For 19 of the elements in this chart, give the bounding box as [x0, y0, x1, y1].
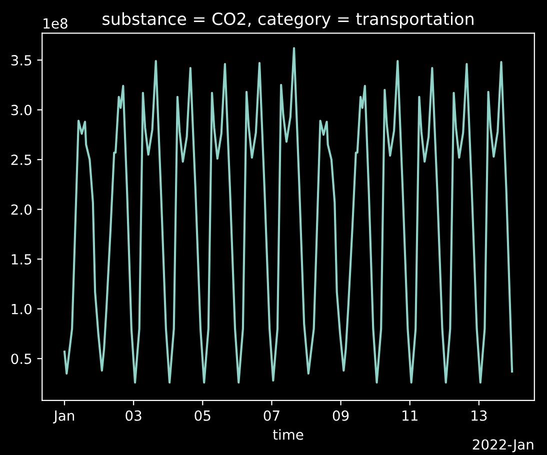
y-tick-label: 3.5	[11, 55, 32, 66]
y-tick-label: 2.5	[11, 154, 32, 166]
x-tick-label: 13	[472, 410, 487, 421]
y-tick-label: 3.0	[11, 104, 32, 116]
chart-title: substance = CO2, category = transportation	[102, 12, 474, 28]
x-tick-label: Jan	[53, 410, 74, 424]
x-axis-title: time	[272, 429, 304, 440]
x-tick-label: 05	[194, 410, 210, 421]
x-tick-label: 03	[126, 410, 142, 421]
x-tick-label: 07	[264, 410, 280, 421]
text: 2022-Jan	[472, 439, 534, 452]
y-tick-label: 0.5	[11, 354, 32, 364]
line-series	[63, 47, 514, 384]
x-tick-label: 09	[332, 410, 349, 421]
y-tick-label: 1.5	[12, 254, 32, 265]
x-tick-label: 11	[402, 410, 418, 421]
text: 1e8	[44, 18, 68, 29]
y-tick-label: 2.0	[11, 204, 32, 215]
y-tick-label: 1.0	[12, 304, 32, 314]
